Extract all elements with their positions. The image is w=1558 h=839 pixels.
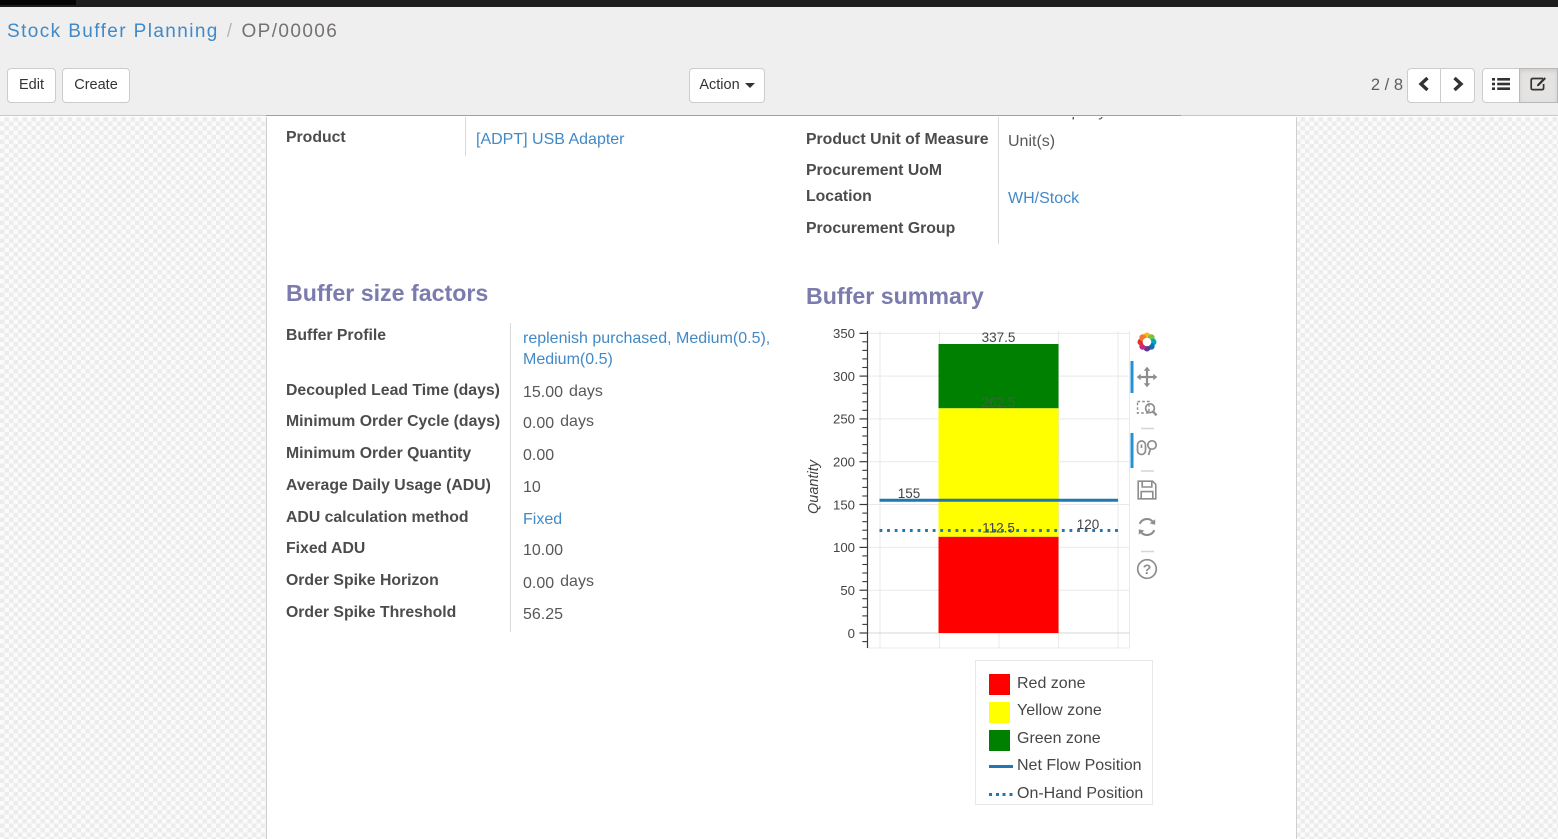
svg-text:250: 250 (833, 412, 855, 427)
svg-text:300: 300 (833, 369, 855, 384)
svg-text:112.5: 112.5 (982, 521, 1015, 536)
svg-text:337.5: 337.5 (982, 330, 1016, 345)
svg-text:350: 350 (833, 326, 855, 341)
svg-text:?: ? (1143, 561, 1152, 577)
svg-text:100: 100 (833, 540, 855, 555)
svg-text:50: 50 (840, 583, 855, 598)
svg-text:262.5: 262.5 (982, 395, 1016, 410)
svg-text:0: 0 (848, 626, 855, 641)
svg-text:155: 155 (898, 486, 921, 501)
svg-text:200: 200 (833, 455, 855, 470)
svg-text:Quantity: Quantity (806, 459, 822, 514)
svg-text:120: 120 (1077, 517, 1100, 532)
svg-text:150: 150 (833, 497, 855, 512)
